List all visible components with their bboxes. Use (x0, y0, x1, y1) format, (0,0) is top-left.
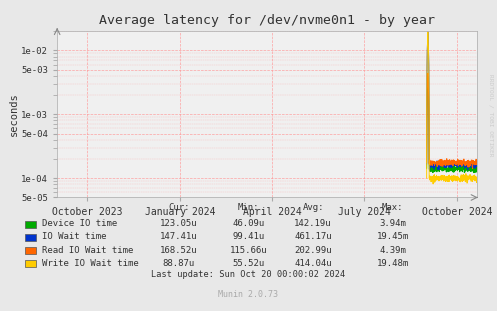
Title: Average latency for /dev/nvme0n1 - by year: Average latency for /dev/nvme0n1 - by ye… (99, 14, 435, 27)
Text: 99.41u: 99.41u (233, 233, 264, 241)
Text: Cur:: Cur: (168, 203, 190, 212)
Text: 414.04u: 414.04u (294, 259, 332, 267)
Text: 202.99u: 202.99u (294, 246, 332, 254)
Text: RRDTOOL / TOBI OETIKER: RRDTOOL / TOBI OETIKER (489, 74, 494, 156)
Text: 88.87u: 88.87u (163, 259, 195, 267)
Text: Read IO Wait time: Read IO Wait time (42, 246, 134, 254)
Text: Write IO Wait time: Write IO Wait time (42, 259, 139, 267)
Text: 147.41u: 147.41u (160, 233, 198, 241)
Text: Munin 2.0.73: Munin 2.0.73 (219, 290, 278, 299)
Text: 3.94m: 3.94m (379, 220, 406, 228)
Text: 4.39m: 4.39m (379, 246, 406, 254)
Text: Device IO time: Device IO time (42, 220, 117, 228)
Text: 55.52u: 55.52u (233, 259, 264, 267)
Text: 115.66u: 115.66u (230, 246, 267, 254)
Text: Min:: Min: (238, 203, 259, 212)
Text: 142.19u: 142.19u (294, 220, 332, 228)
Text: 19.45m: 19.45m (377, 233, 409, 241)
Y-axis label: seconds: seconds (8, 92, 18, 136)
Text: 123.05u: 123.05u (160, 220, 198, 228)
Text: Avg:: Avg: (302, 203, 324, 212)
Text: 461.17u: 461.17u (294, 233, 332, 241)
Text: 46.09u: 46.09u (233, 220, 264, 228)
Text: Max:: Max: (382, 203, 404, 212)
Text: 168.52u: 168.52u (160, 246, 198, 254)
Text: Last update: Sun Oct 20 00:00:02 2024: Last update: Sun Oct 20 00:00:02 2024 (152, 270, 345, 279)
Text: IO Wait time: IO Wait time (42, 233, 107, 241)
Text: 19.48m: 19.48m (377, 259, 409, 267)
